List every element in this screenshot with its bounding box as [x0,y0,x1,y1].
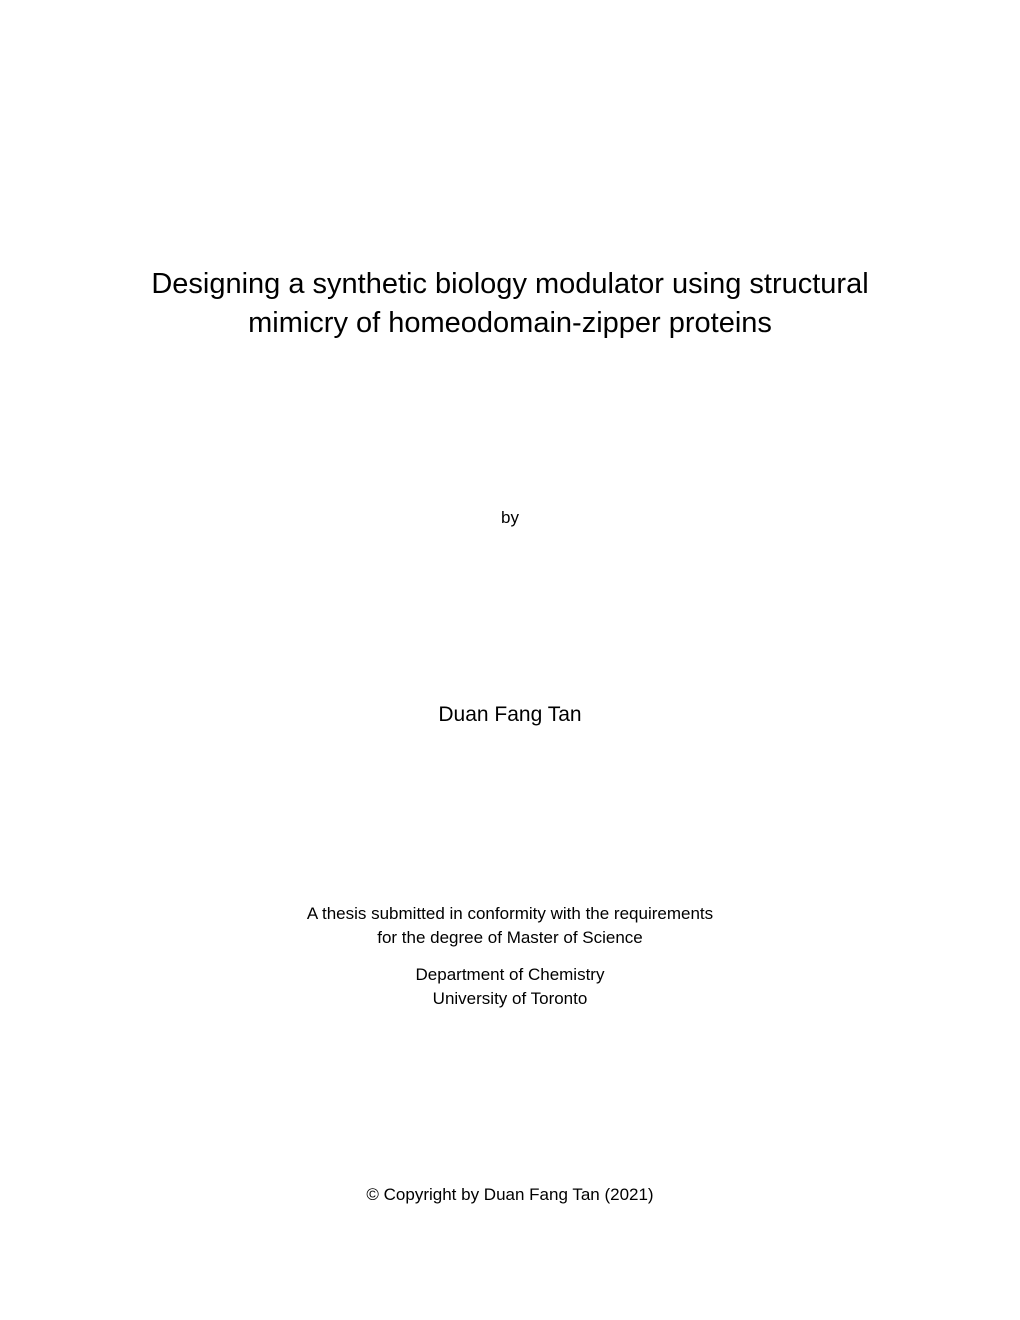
department-info: Department of Chemistry University of To… [120,963,900,1011]
thesis-line-2: for the degree of Master of Science [377,928,643,947]
thesis-title-page: Designing a synthetic biology modulator … [0,0,1020,1320]
copyright-notice: © Copyright by Duan Fang Tan (2021) [120,1185,900,1205]
thesis-line-1: A thesis submitted in conformity with th… [307,904,713,923]
title-line-1: Designing a synthetic biology modulator … [151,268,868,300]
by-label: by [120,508,900,528]
thesis-statement: A thesis submitted in conformity with th… [120,902,900,950]
department-line-2: University of Toronto [433,989,588,1008]
department-line-1: Department of Chemistry [416,965,605,984]
title-line-2: mimicry of homeodomain-zipper proteins [248,307,772,339]
author-name: Duan Fang Tan [120,703,900,727]
thesis-title: Designing a synthetic biology modulator … [120,0,900,343]
